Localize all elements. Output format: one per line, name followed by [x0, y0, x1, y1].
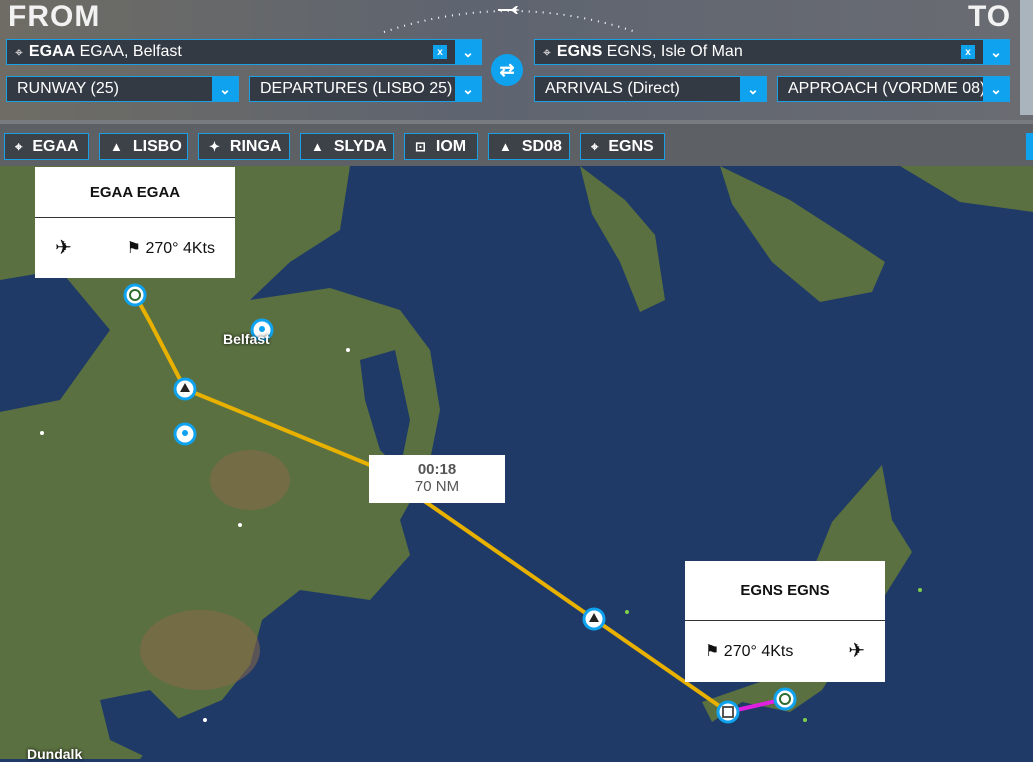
- waypoint-label: EGNS: [608, 137, 654, 155]
- clear-arrival-button[interactable]: x: [961, 45, 975, 59]
- world-map[interactable]: EGAA EGAA ✈ ⚑ 270° 4Kts EGNS EGNS ⚑ 270°…: [0, 166, 1033, 762]
- side-panel-edge: [1020, 0, 1033, 115]
- clear-departure-button[interactable]: x: [433, 45, 447, 59]
- waypoint-label: SD08: [521, 137, 562, 155]
- departure-airport-select[interactable]: ⌖ EGAA EGAA, Belfast x ⌄: [6, 39, 482, 65]
- approach-value: APPROACH (VORDME 08): [788, 80, 983, 97]
- chevron-down-icon[interactable]: ⌄: [983, 77, 1009, 101]
- departure-name: EGAA, Belfast: [79, 43, 182, 60]
- windsock-icon: ⚑: [126, 239, 141, 257]
- airport-icon: ⌖: [543, 43, 551, 60]
- vor-icon: ⊡: [415, 138, 426, 154]
- departure-code: EGAA: [28, 43, 76, 60]
- triangle-waypoint-icon: ▲: [311, 139, 324, 154]
- city-label-dundalk: Dundalk: [27, 746, 83, 762]
- airport-icon: ⌖: [591, 138, 599, 154]
- takeoff-icon: ✈: [55, 237, 72, 259]
- departures-value: DEPARTURES (LISBO 25): [260, 80, 453, 97]
- terrain-highlands: [140, 450, 290, 690]
- arrival-info-card: EGNS EGNS ⚑ 270° 4Kts ✈: [685, 561, 885, 682]
- chevron-down-icon[interactable]: ⌄: [212, 77, 238, 101]
- waypoint-egns[interactable]: ⌖ EGNS: [580, 133, 665, 160]
- arrivals-select[interactable]: ARRIVALS (Direct) ⌄: [534, 76, 767, 102]
- to-label: TO: [968, 0, 1012, 33]
- airport-icon: ⌖: [15, 138, 23, 154]
- waypoint-label: LISBO: [132, 137, 182, 155]
- scroll-indicator[interactable]: [1026, 133, 1033, 160]
- departure-wind: 270° 4Kts: [145, 239, 215, 257]
- arrival-wind: 270° 4Kts: [723, 642, 794, 660]
- chevron-down-icon[interactable]: ⌄: [455, 77, 481, 101]
- swap-airports-button[interactable]: ⇄: [491, 54, 523, 86]
- map-dots: [40, 348, 350, 722]
- flight-arc-decoration: [383, 6, 637, 33]
- arrivals-value: ARRIVALS (Direct): [545, 80, 680, 97]
- waypoint-ringa[interactable]: ✦ RINGA: [198, 133, 290, 160]
- chevron-down-icon[interactable]: ⌄: [740, 77, 766, 101]
- waypoint-label: EGAA: [32, 137, 79, 155]
- location-pin-icon[interactable]: [250, 318, 274, 342]
- waypoint-sd08[interactable]: ▲ SD08: [488, 133, 570, 160]
- location-pin-icon[interactable]: [173, 422, 197, 446]
- triangle-waypoint-icon: ▲: [499, 139, 512, 154]
- waypoint-label: IOM: [435, 137, 467, 155]
- runway-select[interactable]: RUNWAY (25) ⌄: [6, 76, 239, 102]
- waypoint-label: RINGA: [229, 137, 282, 155]
- star-waypoint-icon: ✦: [209, 138, 220, 154]
- waypoint-label: SLYDA: [333, 137, 387, 155]
- chevron-down-icon[interactable]: ⌄: [983, 40, 1009, 64]
- departure-card-title: EGAA EGAA: [35, 167, 235, 218]
- arrival-airport-select[interactable]: ⌖ EGNS EGNS, Isle Of Man x ⌄: [534, 39, 1010, 65]
- leg-time: 00:18: [417, 461, 457, 478]
- swap-arrows-icon: ⇄: [499, 59, 515, 80]
- runway-value: RUNWAY (25): [17, 80, 119, 97]
- airplane-icon: [498, 6, 520, 14]
- loughs: [0, 270, 410, 759]
- waypoint-slyda[interactable]: ▲ SLYDA: [300, 133, 394, 160]
- landing-icon: ✈: [848, 640, 865, 662]
- leg-distance: 70 NM: [414, 478, 460, 495]
- departure-info-card: EGAA EGAA ✈ ⚑ 270° 4Kts: [35, 167, 235, 278]
- flight-plan-header: FROM TO ⌖ EGAA EGAA, Belfast x ⌄ RUNWAY …: [0, 0, 1033, 120]
- windsock-icon: ⚑: [705, 642, 720, 660]
- approach-select[interactable]: APPROACH (VORDME 08) ⌄: [777, 76, 1010, 102]
- iom-vor-marker[interactable]: [716, 700, 740, 724]
- waypoint-bar: ⌖ EGAA ▲ LISBO ✦ RINGA ▲ SLYDA ⊡ IOM ▲ SD08 ⌖ E…: [0, 120, 1033, 166]
- triangle-waypoint-icon: ▲: [110, 139, 123, 154]
- lisbo-waypoint-marker[interactable]: [173, 377, 197, 401]
- waypoint-lisbo[interactable]: ▲ LISBO: [99, 133, 188, 160]
- egaa-airport-marker[interactable]: [123, 283, 147, 307]
- arrival-card-title: EGNS EGNS: [685, 561, 885, 621]
- arrival-code: EGNS: [556, 43, 603, 60]
- waypoint-egaa[interactable]: ⌖ EGAA: [4, 133, 89, 160]
- from-label: FROM: [8, 0, 101, 33]
- map-green-dots: [625, 588, 922, 722]
- slyda-waypoint-marker[interactable]: [582, 607, 606, 631]
- departures-select[interactable]: DEPARTURES (LISBO 25) ⌄: [249, 76, 482, 102]
- airport-icon: ⌖: [15, 43, 23, 60]
- leg-info-label: 00:18 70 NM: [369, 455, 505, 503]
- waypoint-iom[interactable]: ⊡ IOM: [404, 133, 478, 160]
- arrival-name: EGNS, Isle Of Man: [606, 43, 743, 60]
- chevron-down-icon[interactable]: ⌄: [455, 40, 481, 64]
- city-label-belfast: Belfast: [223, 331, 270, 347]
- egns-airport-marker[interactable]: [773, 687, 797, 711]
